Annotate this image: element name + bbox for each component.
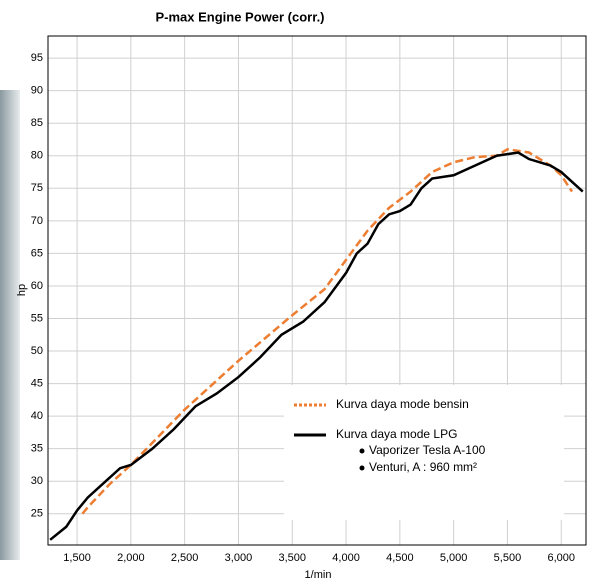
y-tick-label: 30 <box>31 475 43 487</box>
y-tick-label: 35 <box>31 443 43 455</box>
y-tick-label: 40 <box>31 410 43 422</box>
y-tick-label: 50 <box>31 345 43 357</box>
y-tick-label: 80 <box>31 150 43 162</box>
x-tick-label: 3,500 <box>278 552 306 564</box>
x-tick-label: 4,000 <box>332 552 360 564</box>
y-tick-label: 75 <box>31 182 43 194</box>
bullet <box>359 465 365 471</box>
x-tick-label: 2,000 <box>117 552 145 564</box>
y-tick-label: 60 <box>31 280 43 292</box>
y-tick-label: 95 <box>31 52 43 64</box>
legend-box <box>284 385 564 520</box>
background-photo <box>0 90 20 560</box>
annotation: Venturi, A : 960 mm² <box>369 460 477 474</box>
x-axis-label: 1/min <box>305 569 332 581</box>
x-tick-label: 1,500 <box>63 552 91 564</box>
y-tick-label: 55 <box>31 312 43 324</box>
plot-frame <box>47 35 587 546</box>
y-tick-label: 25 <box>31 508 43 520</box>
series-line <box>81 147 574 515</box>
y-tick-label: 65 <box>31 247 43 259</box>
y-tick-label: 45 <box>31 377 43 389</box>
bullet <box>359 448 365 454</box>
x-tick-label: 5,500 <box>494 552 522 564</box>
y-axis-label: hp <box>16 284 28 296</box>
x-tick-label: 3,000 <box>225 552 253 564</box>
legend-label: Kurva daya mode bensin <box>336 397 469 411</box>
series-line <box>49 151 584 541</box>
x-tick-label: 6,000 <box>547 552 575 564</box>
y-tick-label: 90 <box>31 85 43 97</box>
x-tick-label: 2,500 <box>171 552 199 564</box>
chart-title: P-max Engine Power (corr.) <box>155 9 324 24</box>
x-tick-label: 4,500 <box>386 552 414 564</box>
annotation: Vaporizer Tesla A-100 <box>369 443 486 457</box>
legend-label: Kurva daya mode LPG <box>336 427 457 441</box>
y-tick-label: 85 <box>31 117 43 129</box>
x-tick-label: 5,000 <box>440 552 468 564</box>
y-tick-label: 70 <box>31 215 43 227</box>
